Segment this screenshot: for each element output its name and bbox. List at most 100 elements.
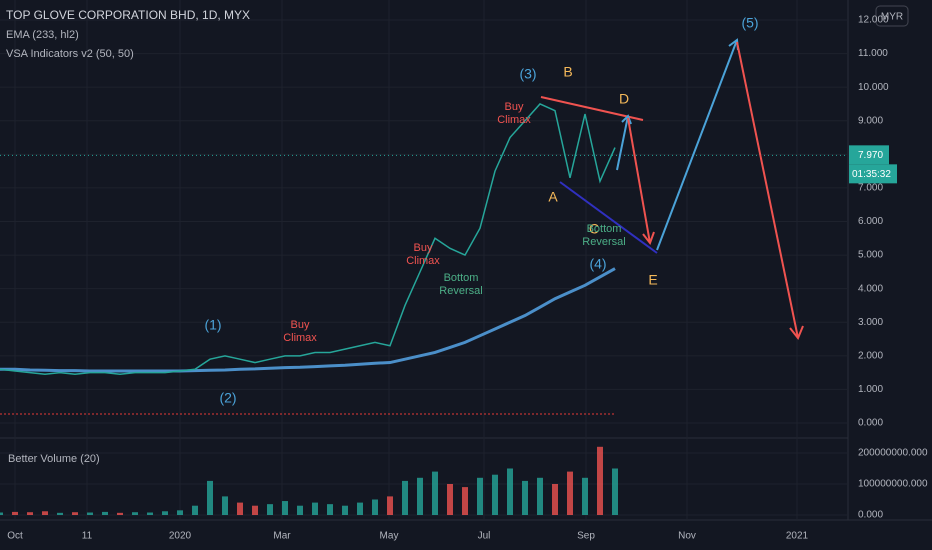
wave-label: Bottom [444,272,479,284]
volume-bar [507,468,513,515]
volume-bar [12,511,18,515]
x-tick-label: Jul [478,531,491,542]
volume-title: Better Volume (20) [8,453,100,465]
volume-bar [72,512,78,515]
volume-bar [387,496,393,515]
volume-bar [612,468,618,515]
wave-label: C [589,221,599,237]
volume-bar [417,477,423,515]
y-tick-label: 100000000.000 [858,479,928,490]
volume-bar [552,484,558,515]
volume-bar [567,471,573,515]
volume-bar [582,477,588,515]
wave-label: Reversal [582,236,625,248]
wave-label: Reversal [439,285,482,297]
marks [0,103,618,515]
volume-bar [27,512,33,515]
y-tick-label: 5.000 [858,250,883,261]
x-tick-label: 2021 [786,531,809,542]
wave-label: (3) [519,66,536,82]
y-tick-label: 9.000 [858,115,883,126]
volume-bar [147,512,153,515]
volume-bar [102,511,108,515]
x-tick-label: 2020 [169,531,192,542]
wave-label: (5) [741,15,758,31]
x-tick-label: May [380,531,399,542]
arrows [616,38,804,340]
wave-label: D [619,91,629,107]
price-tag-label: 7.970 [858,150,883,161]
volume-bar [357,502,363,515]
volume-bar [237,502,243,515]
wave-label: E [648,272,657,288]
wave-label: Bottom [587,223,622,235]
wave-label: (4) [589,256,606,272]
symbol-title: TOP GLOVE CORPORATION BHD, 1D, MYX [6,8,250,22]
arrow [627,117,651,244]
volume-bar [297,505,303,515]
x-tick-label: 11 [82,531,93,542]
volume-bar [537,477,543,515]
volume-bar [282,501,288,515]
volume-bar [252,505,258,515]
y-tick-label: 3.000 [858,317,883,328]
volume-bar [402,480,408,515]
volume-bar [432,471,438,515]
currency-box[interactable] [875,5,909,27]
volume-bar [462,487,468,515]
indicator: VSA Indicators v2 (50, 50) [6,48,134,60]
volume-bar [492,474,498,515]
currency[interactable]: MYR [881,12,903,23]
ema-line [0,267,616,373]
volume-bar [372,499,378,515]
volume-bar [57,512,63,515]
indicator: EMA (233, hl2) [6,29,79,41]
y-tick-label: 0.000 [858,510,883,521]
wave-label: A [548,189,558,205]
volume-bar [42,511,48,515]
y-tick-label: 200000000.000 [858,448,928,459]
volume-bar [192,505,198,515]
wave-label: (1) [204,317,221,333]
countdown-tag [849,164,897,184]
volume-bar [87,512,93,515]
arrow [616,115,629,171]
wave-label: Climax [283,332,317,344]
volume-bar [327,504,333,515]
y-tick-label: 10.000 [858,82,889,93]
volume-bar [222,496,228,515]
wave-label: B [563,64,572,80]
price-tag [849,145,889,165]
countdown: 01:35:32 [852,169,891,180]
volume-bar [522,480,528,515]
wave-label: Buy [414,242,433,254]
grid [0,0,848,520]
wave-label: Buy [291,319,310,331]
wave-label: Climax [406,255,440,267]
volume-bar [597,446,603,515]
y-tick-label: 0.000 [858,418,883,429]
y-tick-label: 2.000 [858,350,883,361]
y-tick-label: 1.000 [858,384,883,395]
y-tick-label: 7.000 [858,183,883,194]
arrow [656,39,738,251]
x-tick-label: Mar [273,531,291,542]
volume-bar [0,512,3,515]
wave-label: (2) [219,390,236,406]
y-tick-label: 11.000 [858,48,888,59]
arrow-head [642,231,655,246]
x-tick-label: Nov [678,531,696,542]
x-tick-label: Oct [7,531,23,542]
y-tick-label: 6.000 [858,216,883,227]
volume-bar [477,477,483,515]
volume-bar [162,511,168,515]
wave-label: Climax [497,114,531,126]
arrow-head [621,114,632,125]
x-tick-label: Sep [577,531,595,542]
y-tick-label: 4.000 [858,283,883,294]
volume-bar [117,512,123,515]
wedge-top [540,96,644,121]
arrow-head [789,325,804,340]
